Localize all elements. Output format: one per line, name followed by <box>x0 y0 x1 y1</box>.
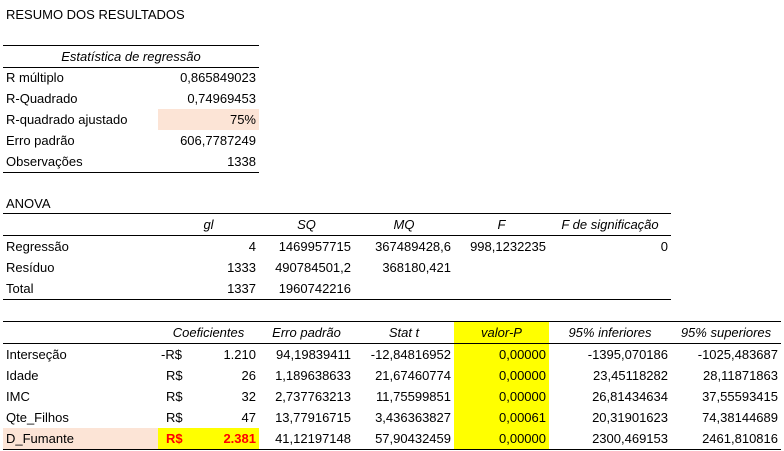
coef-qte-filhos-currency[interactable]: R$ <box>166 410 183 425</box>
coef-idade-value[interactable]: 26 <box>241 368 256 383</box>
stats-value-observacoes[interactable]: 1338 <box>227 154 256 169</box>
coef-header-valor-p[interactable]: valor-P <box>454 322 549 343</box>
stats-value-r-multiplo[interactable]: 0,865849023 <box>180 70 256 85</box>
anova-regressao-sq[interactable]: 1469957715 <box>278 239 351 254</box>
coef-idade-p[interactable]: 0,00000 <box>454 365 549 386</box>
rule-top-coef <box>3 321 781 322</box>
rule-anova-header <box>3 235 671 236</box>
summary-title[interactable]: RESUMO DOS RESULTADOS <box>6 7 185 22</box>
coef-idade-currency[interactable]: R$ <box>166 368 183 383</box>
stats-label-r-ajustado[interactable]: R-quadrado ajustado <box>6 112 128 127</box>
stats-value-r-quadrado[interactable]: 0,74969453 <box>187 91 256 106</box>
coef-header-erro-padrao[interactable]: Erro padrão <box>272 325 341 340</box>
anova-total-gl[interactable]: 1337 <box>227 281 256 296</box>
coef-intersecao-value[interactable]: 1.210 <box>223 347 256 362</box>
coef-d-fumante-value[interactable]: 2.381 <box>203 428 259 449</box>
rule-bottom-stats <box>3 172 259 173</box>
stats-label-observacoes[interactable]: Observações <box>6 154 83 169</box>
coef-idade-se[interactable]: 1,189638633 <box>275 368 351 383</box>
coef-intersecao-hi[interactable]: -1025,483687 <box>697 347 778 362</box>
rule-bottom-anova <box>3 299 671 300</box>
coef-d-fumante-lo[interactable]: 2300,469153 <box>592 431 668 446</box>
coef-imc-hi[interactable]: 37,55593415 <box>702 389 778 404</box>
stats-label-r-quadrado[interactable]: R-Quadrado <box>6 91 78 106</box>
coef-d-fumante-t[interactable]: 57,90432459 <box>375 431 451 446</box>
coef-label-d-fumante[interactable]: D_Fumante <box>3 428 158 449</box>
anova-label-total[interactable]: Total <box>6 281 34 296</box>
anova-label-residuo[interactable]: Resíduo <box>6 260 55 275</box>
rule-top-anova <box>3 213 671 214</box>
rule-coef-header <box>3 343 781 344</box>
coef-intersecao-lo[interactable]: -1395,070186 <box>587 347 668 362</box>
coef-imc-value[interactable]: 32 <box>241 389 256 404</box>
coef-d-fumante-currency[interactable]: R$ <box>158 428 203 449</box>
anova-regressao-fsig[interactable]: 0 <box>660 239 668 254</box>
anova-residuo-sq[interactable]: 490784501,2 <box>275 260 351 275</box>
coef-intersecao-se[interactable]: 94,19839411 <box>276 347 351 362</box>
coef-label-idade[interactable]: Idade <box>6 368 39 383</box>
coef-intersecao-t[interactable]: -12,84816952 <box>370 347 451 362</box>
coef-imc-se[interactable]: 2,737763213 <box>275 389 351 404</box>
coef-idade-t[interactable]: 21,67460774 <box>375 368 451 383</box>
anova-header-gl[interactable]: gl <box>203 217 214 232</box>
stats-value-r-ajustado[interactable]: 75% <box>158 109 259 130</box>
coef-header-95-inferiores[interactable]: 95% inferiores <box>568 325 652 340</box>
stats-value-erro-padrao[interactable]: 606,7787249 <box>180 133 256 148</box>
coef-qte-filhos-p[interactable]: 0,00061 <box>454 407 549 428</box>
rule-bottom-coef <box>3 449 781 450</box>
coef-qte-filhos-se[interactable]: 13,77916715 <box>275 410 351 425</box>
anova-title[interactable]: ANOVA <box>6 196 51 211</box>
coef-d-fumante-hi[interactable]: 2461,810816 <box>702 431 778 446</box>
coef-d-fumante-se[interactable]: 41,12197148 <box>275 431 351 446</box>
coef-qte-filhos-lo[interactable]: 20,31901623 <box>592 410 668 425</box>
coef-intersecao-p[interactable]: 0,00000 <box>454 344 549 365</box>
anova-residuo-mq[interactable]: 368180,421 <box>382 260 451 275</box>
rule-stats-header <box>3 67 259 68</box>
coef-label-imc[interactable]: IMC <box>6 389 30 404</box>
anova-residuo-gl[interactable]: 1333 <box>227 260 256 275</box>
anova-header-mq[interactable]: MQ <box>393 217 415 232</box>
coef-label-intersecao[interactable]: Interseção <box>6 347 67 362</box>
anova-label-regressao[interactable]: Regressão <box>6 239 69 254</box>
coef-idade-lo[interactable]: 23,45118282 <box>593 368 668 383</box>
coef-intersecao-currency[interactable]: -R$ <box>161 347 182 362</box>
anova-regressao-gl[interactable]: 4 <box>248 239 256 254</box>
anova-total-sq[interactable]: 1960742216 <box>278 281 351 296</box>
rule-top-stats <box>3 45 259 46</box>
anova-header-sq[interactable]: SQ <box>297 217 316 232</box>
coef-header-coeficientes[interactable]: Coeficientes <box>172 325 245 340</box>
coef-imc-currency[interactable]: R$ <box>166 389 183 404</box>
stats-label-r-multiplo[interactable]: R múltiplo <box>6 70 64 85</box>
coef-idade-hi[interactable]: 28,11871863 <box>703 368 778 383</box>
coef-label-qte-filhos[interactable]: Qte_Filhos <box>6 410 69 425</box>
stats-header[interactable]: Estatística de regressão <box>61 49 201 64</box>
anova-regressao-f[interactable]: 998,1232235 <box>470 239 546 254</box>
anova-header-f[interactable]: F <box>497 217 506 232</box>
stats-label-erro-padrao[interactable]: Erro padrão <box>6 133 75 148</box>
coef-imc-p[interactable]: 0,00000 <box>454 386 549 407</box>
coef-qte-filhos-value[interactable]: 47 <box>241 410 256 425</box>
coef-imc-lo[interactable]: 26,81434634 <box>592 389 668 404</box>
anova-regressao-mq[interactable]: 367489428,6 <box>375 239 451 254</box>
coef-qte-filhos-t[interactable]: 3,436363827 <box>375 410 451 425</box>
coef-qte-filhos-hi[interactable]: 74,38144689 <box>702 410 778 425</box>
coef-header-stat-t[interactable]: Stat t <box>388 325 420 340</box>
anova-header-fsig[interactable]: F de significação <box>561 217 659 232</box>
coef-header-95-superiores[interactable]: 95% superiores <box>680 325 772 340</box>
coef-imc-t[interactable]: 11,75599851 <box>376 389 451 404</box>
coef-d-fumante-p[interactable]: 0,00000 <box>454 428 549 449</box>
